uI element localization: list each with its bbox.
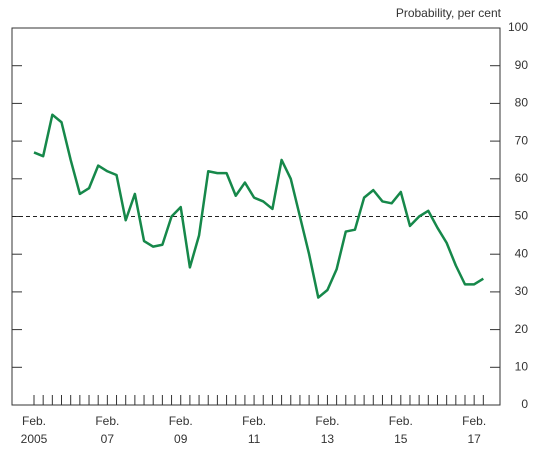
x-tick-label: 07 (101, 432, 115, 446)
x-tick-label: 2005 (21, 432, 48, 446)
y-tick-label: 0 (521, 397, 528, 411)
x-tick-label: 15 (394, 432, 408, 446)
x-tick-label: Feb. (95, 414, 119, 428)
x-tick-label: Feb. (462, 414, 486, 428)
x-tick-label: Feb. (389, 414, 413, 428)
y-axis-label: Probability, per cent (396, 6, 502, 20)
x-tick-label: 17 (467, 432, 481, 446)
x-tick-label: Feb. (22, 414, 46, 428)
y-tick-label: 90 (515, 58, 529, 72)
y-tick-label: 70 (515, 133, 529, 147)
x-tick-label: Feb. (169, 414, 193, 428)
y-tick-label: 80 (515, 96, 529, 110)
x-tick-label: Feb. (242, 414, 266, 428)
y-tick-label: 20 (515, 322, 529, 336)
line-series (33, 113, 484, 299)
x-tick-label: 11 (248, 432, 261, 446)
x-tick-label: 13 (321, 432, 335, 446)
y-tick-label: 100 (508, 20, 528, 34)
x-tick-label: 09 (174, 432, 188, 446)
x-tick-label: Feb. (315, 414, 339, 428)
y-tick-label: 40 (515, 246, 529, 260)
y-tick-label: 30 (515, 284, 529, 298)
y-tick-label: 60 (515, 171, 529, 185)
y-tick-label: 10 (515, 359, 529, 373)
y-tick-label: 50 (515, 209, 529, 223)
